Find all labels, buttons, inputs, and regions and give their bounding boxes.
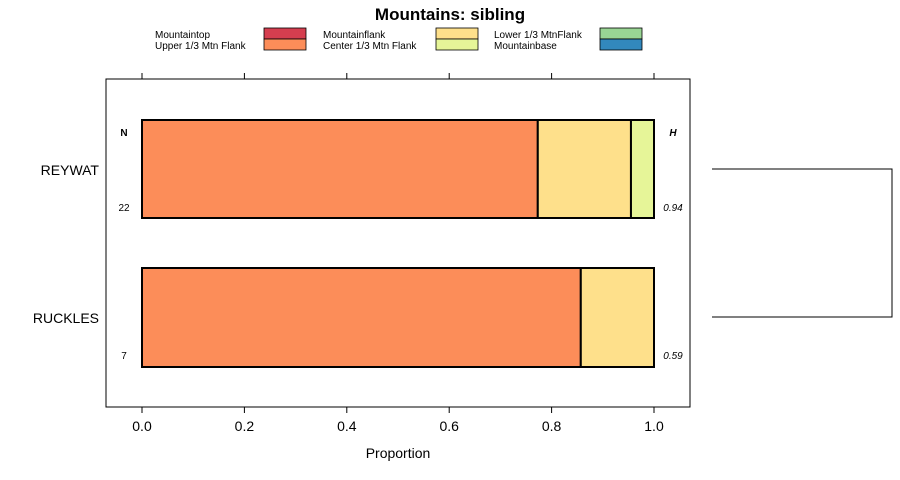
x-tick-label: 0.8 (542, 418, 562, 434)
legend-swatch (435, 27, 479, 40)
x-tick-label: 1.0 (644, 418, 664, 434)
row-label: REYWAT (41, 162, 100, 178)
bar-segment (629, 119, 656, 219)
chart-title: Mountains: sibling (375, 5, 525, 24)
legend-label: Lower 1/3 MtnFlank (494, 30, 583, 41)
n-column-header: N (120, 128, 127, 139)
bar-segment (141, 119, 539, 219)
x-tick-label: 0.0 (132, 418, 152, 434)
bar-segment (579, 267, 655, 368)
h-value: 0.59 (663, 351, 683, 362)
n-value: 22 (118, 203, 130, 214)
bottom-axis: 0.0 0.2 0.4 0.6 0.8 1.0 (132, 407, 664, 434)
bar-segment (536, 119, 632, 219)
bar-segment (141, 267, 582, 368)
legend-label: Upper 1/3 Mtn Flank (155, 41, 247, 52)
row-label: RUCKLES (33, 310, 99, 326)
plot-area-frame (105, 78, 691, 408)
legend-swatch (435, 38, 479, 51)
dendrogram-branch (712, 168, 893, 318)
x-axis-label: Proportion (366, 445, 431, 461)
dendrogram (712, 168, 893, 318)
legend-swatch (263, 38, 307, 51)
legend-swatch (599, 38, 643, 51)
h-value: 0.94 (663, 203, 683, 214)
legend-label: Mountaintop (155, 30, 210, 41)
legend-label: Center 1/3 Mtn Flank (323, 41, 417, 52)
top-axis-ticks (141, 73, 655, 79)
x-tick-label: 0.2 (235, 418, 255, 434)
legend-label: Mountainbase (494, 41, 557, 52)
legend-swatch (263, 27, 307, 40)
x-tick-label: 0.4 (337, 418, 357, 434)
n-value: 7 (121, 351, 127, 362)
h-column-header: H (669, 128, 677, 139)
legend-label: Mountainflank (323, 30, 386, 41)
legend-swatch (599, 27, 643, 40)
bar-rows: REYWAT 22 0.94 RUCKLES 7 0.59 (33, 119, 683, 368)
x-tick-label: 0.6 (439, 418, 459, 434)
